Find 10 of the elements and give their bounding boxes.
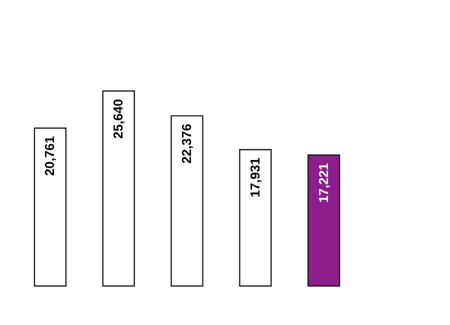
data-label: 20,761 <box>42 136 58 176</box>
data-label: 17,931 <box>247 158 262 198</box>
bar <box>239 149 272 287</box>
bar <box>307 154 340 287</box>
data-label: 25,640 <box>110 99 126 139</box>
data-label: 22,376 <box>179 124 194 164</box>
bar <box>102 90 135 287</box>
data-label: 17,221 <box>316 163 331 203</box>
bar <box>170 115 204 287</box>
bar <box>34 128 67 287</box>
